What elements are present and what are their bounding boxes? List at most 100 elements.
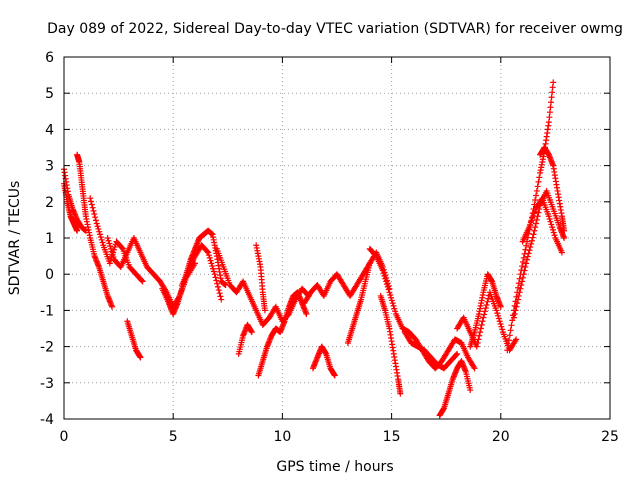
x-tick-label: 15 <box>383 429 401 445</box>
data-point-fill <box>214 280 221 287</box>
data-point-fill <box>532 196 539 203</box>
data-point-fill <box>104 291 111 298</box>
data-point-fill <box>95 262 102 269</box>
data-point-fill <box>497 320 504 327</box>
series-arc-18 <box>401 329 461 372</box>
y-axis: -4 -3 -2 -1 0 1 2 3 4 5 6 <box>40 50 610 428</box>
data-point <box>211 271 218 278</box>
data-point-fill <box>392 308 399 315</box>
series-arc-20 <box>454 289 520 354</box>
data-point-fill <box>519 278 526 285</box>
data-point-fill <box>406 337 413 344</box>
data-point-fill <box>313 355 320 362</box>
data-point <box>524 256 531 263</box>
data-point-fill <box>106 240 113 247</box>
data-point-fill <box>519 263 526 270</box>
data-point-fill <box>527 244 534 251</box>
data-point-fill <box>397 388 404 395</box>
data-point-fill <box>208 230 215 237</box>
data-point-fill <box>257 261 264 268</box>
data-point <box>386 289 393 296</box>
data-point-fill <box>518 282 525 289</box>
data-point-fill <box>357 298 364 305</box>
data-point-fill <box>515 292 522 299</box>
data-point-fill <box>107 245 114 252</box>
data-point-fill <box>462 367 469 374</box>
data-point-fill <box>492 291 499 298</box>
data-point-fill <box>533 220 540 227</box>
data-point-fill <box>252 305 259 312</box>
y-tick-label: 4 <box>45 122 54 138</box>
data-point-fill <box>522 263 529 270</box>
data-point-fill <box>213 277 220 284</box>
data-point-fill <box>452 352 459 359</box>
data-point-fill <box>281 319 288 326</box>
data-point-fill <box>475 313 482 320</box>
series-arc-24 <box>537 144 568 234</box>
data-point-fill <box>390 302 397 309</box>
data-point-fill <box>96 228 103 235</box>
data-point-fill <box>322 349 329 356</box>
data-point-fill <box>549 84 556 91</box>
x-tick-label: 20 <box>492 429 510 445</box>
y-tick-label: 0 <box>45 267 54 283</box>
data-point-fill <box>226 279 233 286</box>
data-point-fill <box>536 174 543 181</box>
data-point-fill <box>560 225 567 232</box>
data-point-fill <box>388 294 395 301</box>
data-point-fill <box>331 371 338 378</box>
series-arc-25 <box>519 195 565 256</box>
data-point-fill <box>514 296 521 303</box>
data-point-fill <box>545 122 552 129</box>
data-point-fill <box>217 293 224 300</box>
data-point-fill <box>123 251 130 258</box>
data-point-fill <box>440 406 447 413</box>
series-arc-17 <box>377 292 404 397</box>
data-point-fill <box>184 269 191 276</box>
series-arc-03 <box>74 151 116 310</box>
x-tick-label: 0 <box>60 429 69 445</box>
series-arc-02 <box>61 180 81 234</box>
data-point-fill <box>506 332 513 339</box>
data-point-fill <box>338 279 345 286</box>
data-point-fill <box>326 363 333 370</box>
data-point-fill <box>261 305 268 312</box>
y-tick-label: 1 <box>45 231 54 247</box>
chart-title: Day 089 of 2022, Sidereal Day-to-day VTE… <box>47 21 623 37</box>
data-point-fill <box>444 392 451 399</box>
data-point-fill <box>204 248 211 255</box>
y-tick-label: -3 <box>40 376 54 392</box>
data-point-fill <box>306 292 313 299</box>
data-point-fill <box>206 254 213 261</box>
data-point-fill <box>383 281 390 288</box>
x-axis-label: GPS time / hours <box>276 459 393 475</box>
data-point-fill <box>212 274 219 281</box>
data-point-fill <box>535 209 542 216</box>
data-point-fill <box>92 217 99 224</box>
data-point-fill <box>478 321 485 328</box>
data-point-fill <box>558 247 565 254</box>
data-point-fill <box>205 252 212 259</box>
data-point-fill <box>549 224 556 231</box>
data-point-fill <box>97 234 104 241</box>
data-point-fill <box>111 244 118 251</box>
data-point <box>104 235 111 241</box>
x-tick-label: 25 <box>601 429 619 445</box>
y-axis-label: SDTVAR / TECUs <box>7 181 23 296</box>
data-point-fill <box>353 312 360 319</box>
data-point-fill <box>155 276 162 283</box>
data-point-fill <box>132 345 139 352</box>
data-point <box>510 314 517 321</box>
data-point-fill <box>91 211 98 218</box>
data-point-fill <box>125 261 132 268</box>
data-point-fill <box>514 300 521 307</box>
data-point-fill <box>366 262 373 269</box>
data-point-fill <box>352 284 359 291</box>
data-point-fill <box>549 161 556 168</box>
data-point-fill <box>495 312 502 319</box>
data-point-fill <box>388 297 395 304</box>
data-point-fill <box>387 292 394 299</box>
data-point-fill <box>548 221 555 228</box>
data-point-fill <box>558 210 565 217</box>
